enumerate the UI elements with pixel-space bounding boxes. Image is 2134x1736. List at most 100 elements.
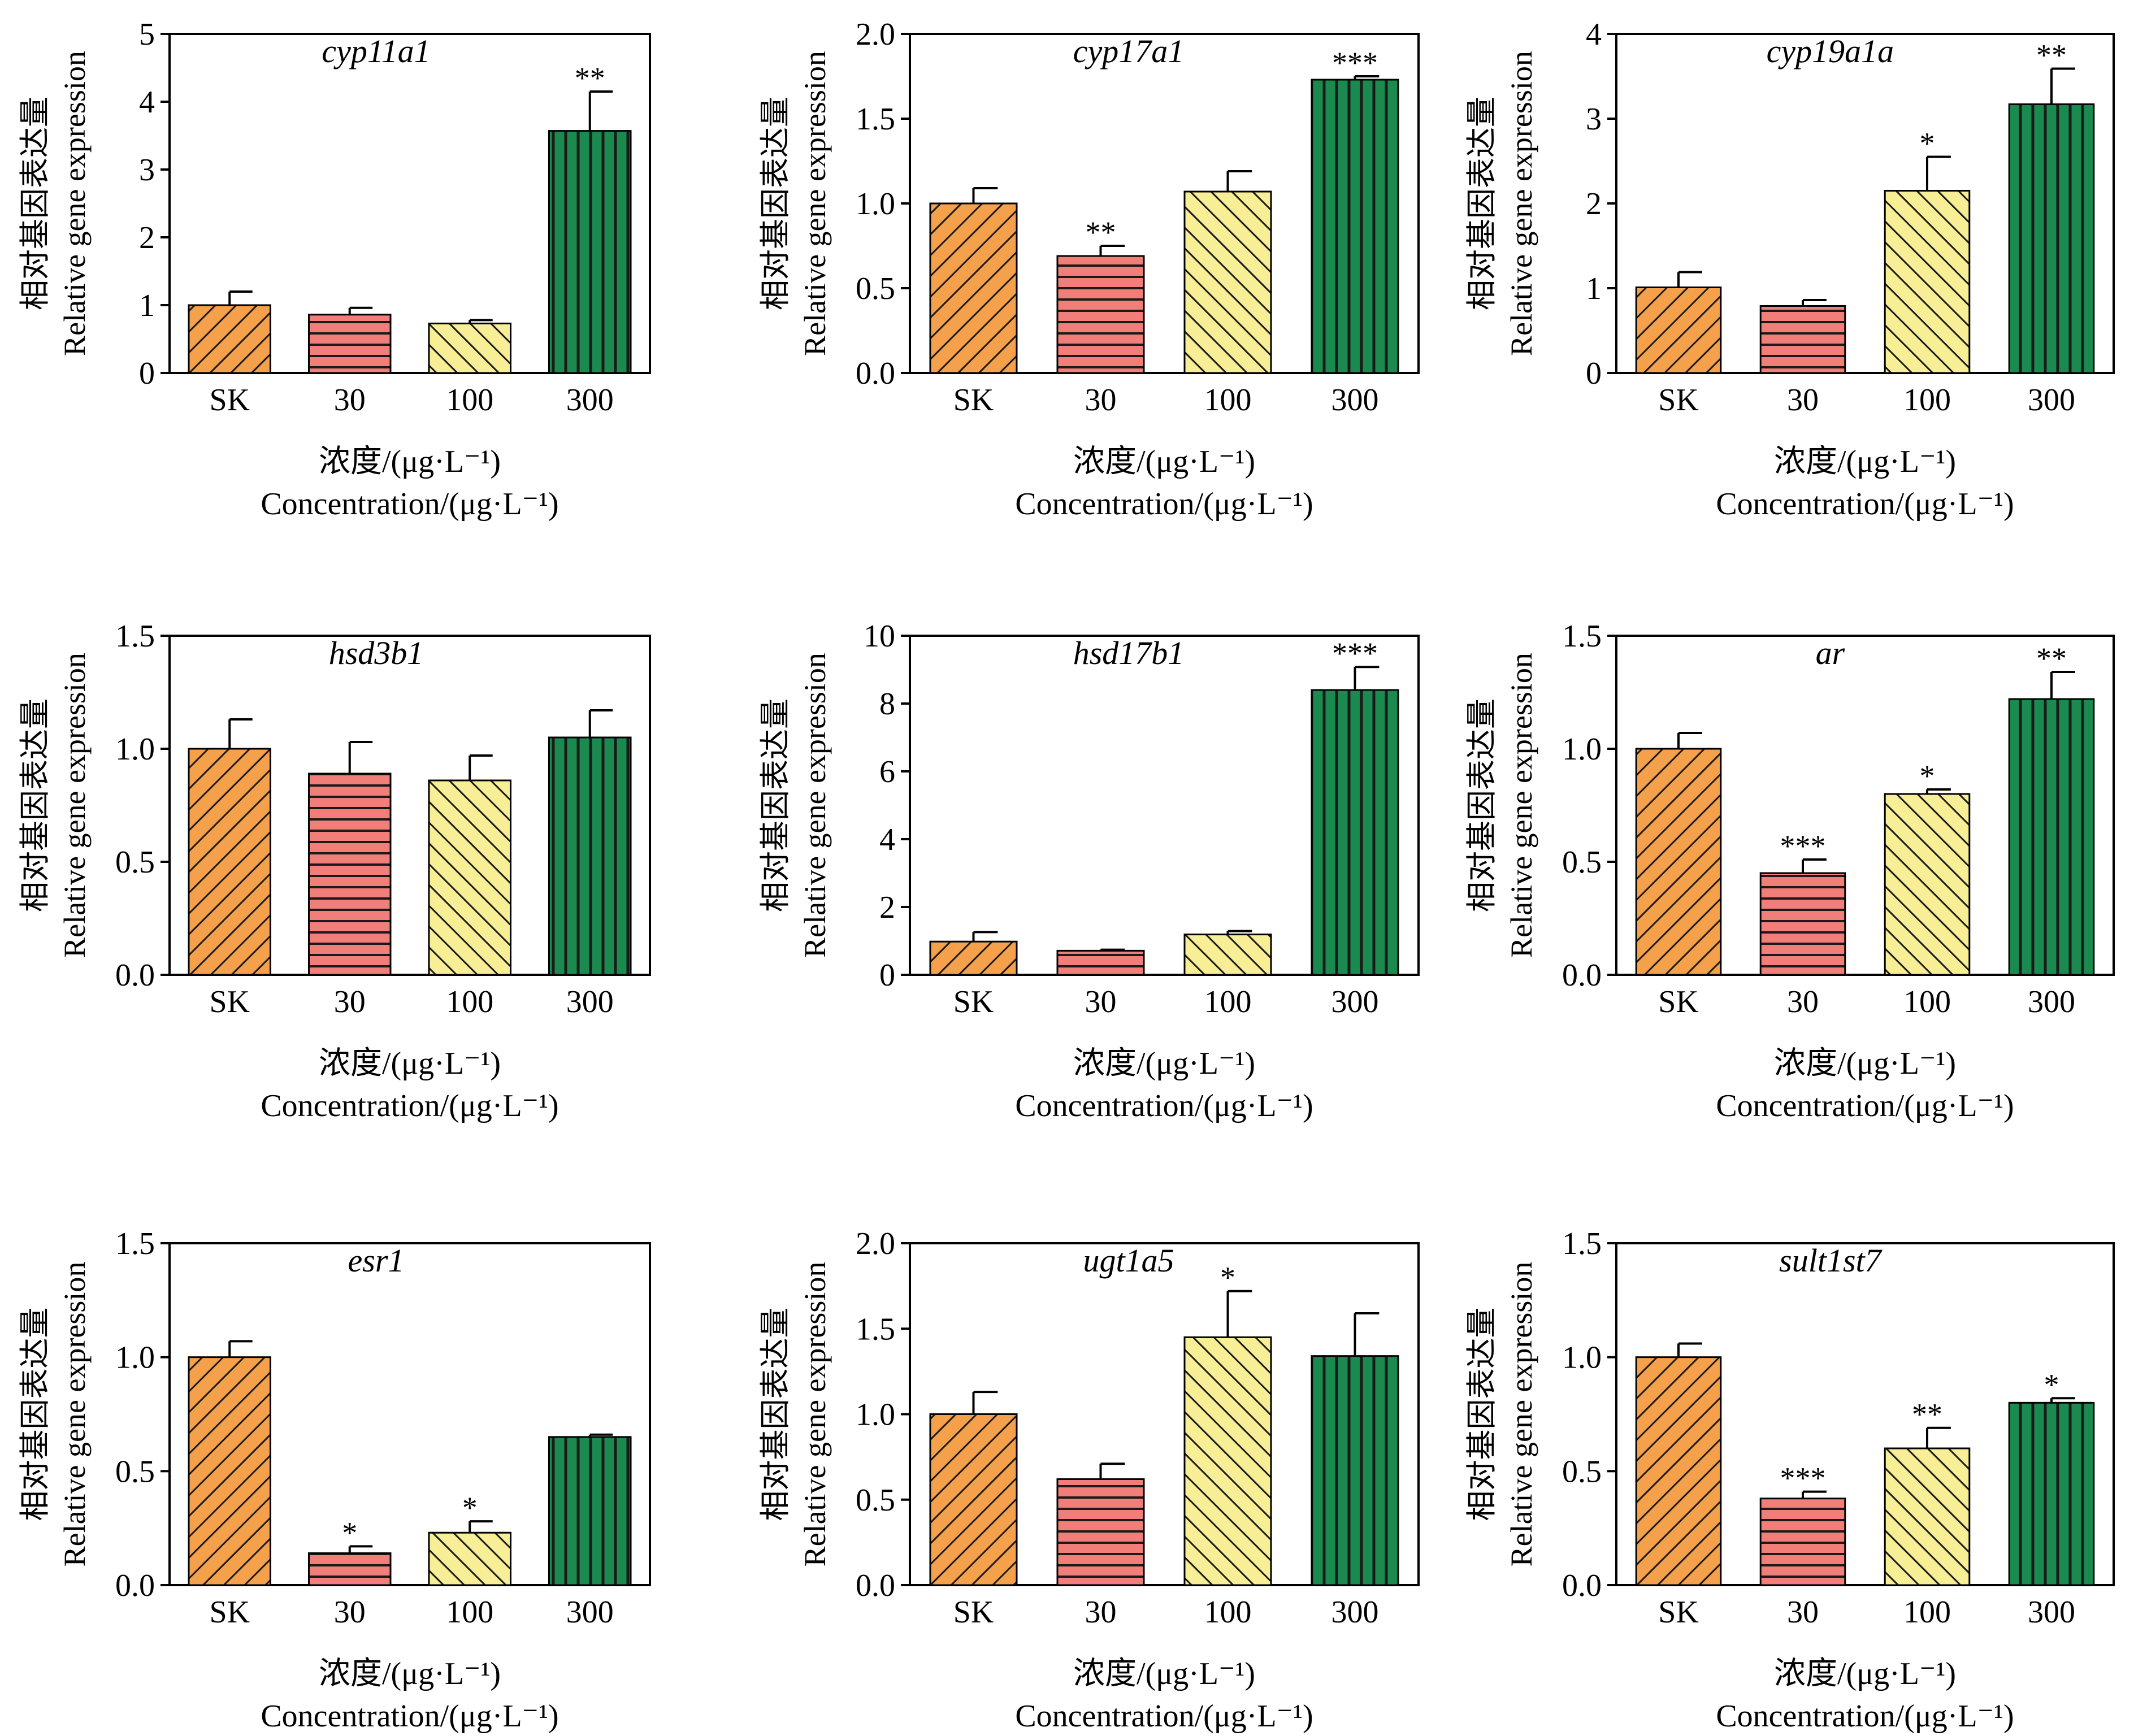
significance-label: *	[1220, 1261, 1235, 1295]
x-tick-label: 100	[1204, 383, 1252, 418]
x-tick-label: SK	[1658, 1595, 1699, 1630]
y-tick-label: 1.5	[856, 102, 895, 137]
plot-frame	[1615, 635, 2115, 976]
y-axis-label-cn: 相对基因表达量	[758, 698, 792, 912]
x-tick-label: 300	[1331, 383, 1379, 418]
bar-30	[308, 772, 392, 976]
chart-panel-hsd3b1: 0.0 0.5 1.0 1.5 SK 30 100 300 hsd3b1 相对基因表达量 Relat…	[18, 619, 651, 1123]
x-tick-label: 100	[1903, 984, 1951, 1019]
x-tick-label: 30	[334, 1595, 366, 1630]
bar-SK	[188, 1356, 271, 1586]
y-tick-label: 1.5	[1562, 1226, 1602, 1261]
x-tick-label: 100	[1204, 984, 1252, 1019]
x-axis-label-cn: 浓度/(μg·L⁻¹)	[319, 1046, 501, 1081]
y-axis-label-cn: 相对基因表达量	[18, 97, 52, 310]
bar-300	[548, 130, 632, 374]
significance-label: *	[1920, 759, 1935, 793]
y-tick-label: 1.5	[1562, 619, 1602, 654]
chart-panel-hsd17b1: 0 2 4 6 8 10 SK 30 100 *** 300 hsd17b1 相对基因表达量 Relati…	[758, 619, 1420, 1123]
x-tick-label: SK	[953, 1595, 994, 1630]
significance-label: *	[462, 1491, 478, 1525]
bar-300	[2008, 1401, 2095, 1586]
y-tick-label: 6	[879, 754, 895, 789]
x-axis-label-cn: 浓度/(μg·L⁻¹)	[1073, 1046, 1255, 1081]
panel-title: cyp19a1a	[1767, 33, 1894, 70]
x-axis-label-en: Concentration/(μg·L⁻¹)	[1716, 1088, 2014, 1123]
significance-label: ***	[1332, 46, 1378, 80]
y-tick-label: 2	[1586, 186, 1602, 222]
chart-panel-esr1: 0.0 0.5 1.0 1.5 SK * 30 * 100 300 esr1 相对基因表达量 Relat…	[18, 1226, 651, 1734]
y-tick-label: 1.0	[856, 1398, 895, 1433]
x-axis-label-en: Concentration/(μg·L⁻¹)	[261, 487, 558, 522]
x-axis-label-cn: 浓度/(μg·L⁻¹)	[319, 444, 501, 479]
y-tick-label: 0.0	[1562, 958, 1602, 993]
panel-title: cyp17a1	[1073, 33, 1185, 70]
y-tick-label: 0.5	[115, 845, 155, 880]
bar-SK	[188, 304, 271, 374]
y-axis-label-en: Relative gene expression	[798, 51, 832, 356]
bar-SK	[1635, 1356, 1722, 1586]
bar-100	[1183, 1336, 1272, 1586]
x-tick-label: SK	[953, 383, 994, 418]
x-tick-label: 30	[334, 383, 366, 418]
x-tick-label: SK	[1658, 383, 1699, 418]
y-tick-label: 4	[879, 822, 895, 857]
x-tick-label: 300	[1331, 1595, 1379, 1630]
y-axis-label-en: Relative gene expression	[1504, 1262, 1538, 1567]
bar-300	[1311, 689, 1399, 976]
y-axis-label-cn: 相对基因表达量	[758, 1308, 792, 1521]
x-tick-label: SK	[209, 984, 250, 1019]
plot-frame	[1615, 1242, 2115, 1586]
x-tick-label: 100	[1903, 1595, 1951, 1630]
x-axis-label-en: Concentration/(μg·L⁻¹)	[1015, 1088, 1313, 1123]
x-tick-label: 30	[1787, 984, 1819, 1019]
y-axis-label-cn: 相对基因表达量	[758, 97, 792, 310]
y-axis-label-en: Relative gene expression	[58, 51, 92, 356]
x-tick-label: 30	[1787, 1595, 1819, 1630]
y-tick-label: 0.0	[115, 1568, 155, 1603]
panel-title: hsd17b1	[1073, 635, 1185, 671]
x-tick-label: 100	[446, 383, 493, 418]
x-tick-label: 100	[446, 1595, 493, 1630]
y-tick-label: 5	[139, 17, 155, 52]
x-axis-label-en: Concentration/(μg·L⁻¹)	[1015, 1699, 1313, 1734]
bar-100	[428, 779, 511, 976]
significance-label: ***	[1332, 636, 1378, 670]
chart-panel-ar: 0.0 0.5 1.0 1.5 SK *** 30 * 100 ** 300 ar 相对基因表达量 Rel…	[1465, 619, 2115, 1123]
y-axis-label-en: Relative gene expression	[798, 653, 832, 958]
plot-frame	[909, 635, 1420, 976]
plot-frame	[168, 33, 651, 374]
x-tick-label: 30	[1085, 383, 1117, 418]
y-tick-label: 1.5	[115, 619, 155, 654]
y-axis-label-en: Relative gene expression	[798, 1262, 832, 1567]
bar-100	[1183, 934, 1272, 976]
x-tick-label: 30	[1787, 383, 1819, 418]
y-tick-label: 0.0	[856, 356, 895, 391]
y-axis-label-cn: 相对基因表达量	[18, 698, 52, 912]
x-tick-label: 300	[566, 1595, 614, 1630]
x-tick-label: 300	[566, 984, 614, 1019]
bar-SK	[188, 748, 271, 976]
y-tick-label: 0.0	[1562, 1568, 1602, 1603]
y-axis-label-cn: 相对基因表达量	[1465, 698, 1499, 912]
x-axis-label-cn: 浓度/(μg·L⁻¹)	[1073, 444, 1255, 479]
y-tick-label: 1.5	[115, 1226, 155, 1261]
x-axis-label-cn: 浓度/(μg·L⁻¹)	[319, 1656, 501, 1691]
y-tick-label: 1	[139, 288, 155, 323]
x-tick-label: 100	[1204, 1595, 1252, 1630]
y-tick-label: 0.5	[856, 1483, 895, 1518]
x-tick-label: SK	[953, 984, 994, 1019]
plot-frame	[168, 1242, 651, 1586]
significance-label: **	[2036, 38, 2067, 72]
x-tick-label: SK	[1658, 984, 1699, 1019]
panel-title: hsd3b1	[329, 635, 424, 671]
bar-100	[428, 322, 511, 374]
bar-30	[1056, 1478, 1145, 1586]
significance-label: *	[342, 1516, 357, 1550]
chart-panel-cyp17a1: 0.0 0.5 1.0 1.5 2.0 SK ** 30 100 *** 300 cyp17a1 相对基…	[758, 17, 1420, 522]
y-tick-label: 1.0	[1562, 732, 1602, 767]
y-tick-label: 3	[139, 153, 155, 188]
y-tick-label: 0.5	[1562, 845, 1602, 880]
y-tick-label: 1.0	[856, 186, 895, 222]
bar-30	[1759, 305, 1846, 374]
